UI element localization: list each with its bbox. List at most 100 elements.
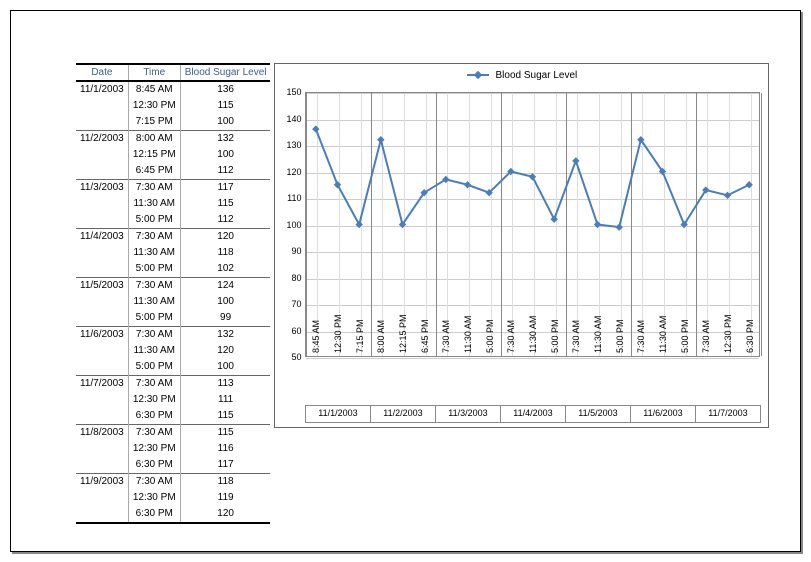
legend-label: Blood Sugar Level: [496, 70, 578, 81]
cell-time: 7:30 AM: [128, 474, 180, 491]
x-axis-date-tick: 11/7/2003: [708, 408, 747, 418]
cell-time: 11:30 AM: [128, 294, 180, 310]
y-axis-tick: 50: [291, 352, 305, 362]
cell-time: 12:15 PM: [128, 147, 180, 163]
cell-time: 5:00 PM: [128, 359, 180, 376]
table-row: 11/3/20037:30 AM117: [76, 180, 270, 197]
y-axis-tick: 90: [291, 246, 305, 256]
x-axis-time-tick: 11:30 AM: [658, 316, 668, 357]
y-axis-tick: 110: [287, 193, 305, 203]
x-axis-time-tick: 11:30 AM: [528, 316, 538, 357]
x-axis-date-tick: 11/2/2003: [383, 408, 422, 418]
cell-level: 132: [180, 327, 270, 344]
content-area: Date Time Blood Sugar Level 11/1/20038:4…: [76, 63, 769, 524]
cell-level: 102: [180, 261, 270, 278]
header-level: Blood Sugar Level: [180, 64, 270, 81]
cell-date: 11/2/2003: [76, 131, 128, 148]
y-axis-tick: 150: [286, 87, 305, 97]
cell-date: 11/5/2003: [76, 278, 128, 295]
cell-level: 136: [180, 81, 270, 98]
cell-level: 100: [180, 147, 270, 163]
table-row: 12:30 PM115: [76, 98, 270, 114]
blood-sugar-table: Date Time Blood Sugar Level 11/1/20038:4…: [76, 63, 270, 524]
x-axis-time-tick: 12:30 PM: [723, 314, 733, 357]
table-row: 11/4/20037:30 AM120: [76, 229, 270, 246]
x-axis-time-tick: 12:15 PM: [398, 314, 408, 357]
x-axis-time-tick: 11:30 AM: [463, 316, 473, 357]
x-axis-time-tick: 7:30 AM: [571, 320, 581, 357]
cell-time: 7:30 AM: [128, 180, 180, 197]
cell-time: 8:00 AM: [128, 131, 180, 148]
x-axis-time-tick: 12:30 PM: [333, 314, 343, 357]
cell-time: 7:15 PM: [128, 114, 180, 131]
table-row: 6:30 PM115: [76, 408, 270, 425]
y-axis-tick: 70: [291, 299, 305, 309]
cell-time: 6:45 PM: [128, 163, 180, 180]
table-row: 11:30 AM120: [76, 343, 270, 359]
cell-time: 5:00 PM: [128, 310, 180, 327]
x-axis-time-tick: 7:30 AM: [701, 320, 711, 357]
table-row: 11:30 AM118: [76, 245, 270, 261]
cell-level: 113: [180, 376, 270, 393]
cell-level: 99: [180, 310, 270, 327]
cell-date: [76, 294, 128, 310]
cell-level: 112: [180, 212, 270, 229]
table-row: 11/8/20037:30 AM115: [76, 425, 270, 442]
cell-time: 7:30 AM: [128, 327, 180, 344]
cell-date: [76, 343, 128, 359]
x-axis-date-tick: 11/4/2003: [513, 408, 552, 418]
cell-date: [76, 457, 128, 474]
table-row: 5:00 PM99: [76, 310, 270, 327]
x-axis-time-tick: 11:30 AM: [593, 316, 603, 357]
cell-time: 12:30 PM: [128, 98, 180, 114]
cell-date: [76, 163, 128, 180]
cell-time: 12:30 PM: [128, 441, 180, 457]
cell-level: 100: [180, 114, 270, 131]
cell-date: 11/8/2003: [76, 425, 128, 442]
x-axis-time-tick: 7:30 AM: [506, 320, 516, 357]
chart-data-marker: [573, 158, 579, 164]
cell-level: 115: [180, 196, 270, 212]
table-row: 7:15 PM100: [76, 114, 270, 131]
table-row: 12:30 PM119: [76, 490, 270, 506]
table-row: 11/7/20037:30 AM113: [76, 376, 270, 393]
x-axis-date-tick: 11/5/2003: [578, 408, 617, 418]
cell-date: [76, 114, 128, 131]
cell-level: 118: [180, 245, 270, 261]
x-axis-time-tick: 5:00 PM: [615, 319, 625, 357]
cell-level: 115: [180, 408, 270, 425]
cell-level: 116: [180, 441, 270, 457]
cell-date: [76, 147, 128, 163]
cell-level: 117: [180, 180, 270, 197]
cell-date: 11/9/2003: [76, 474, 128, 491]
table-row: 11:30 AM115: [76, 196, 270, 212]
table-row: 6:45 PM112: [76, 163, 270, 180]
x-axis-time-tick: 6:45 PM: [420, 319, 430, 357]
cell-time: 12:30 PM: [128, 490, 180, 506]
chart-data-marker: [313, 126, 319, 132]
table-row: 11/1/20038:45 AM136: [76, 81, 270, 98]
cell-time: 7:30 AM: [128, 229, 180, 246]
cell-level: 120: [180, 229, 270, 246]
cell-time: 11:30 AM: [128, 196, 180, 212]
table-row: 11:30 AM100: [76, 294, 270, 310]
table-row: 11/2/20038:00 AM132: [76, 131, 270, 148]
blood-sugar-chart: Blood Sugar Level 5060708090100110120130…: [274, 63, 769, 428]
y-axis-tick: 120: [286, 167, 305, 177]
cell-date: [76, 310, 128, 327]
cell-level: 120: [180, 506, 270, 523]
cell-level: 118: [180, 474, 270, 491]
cell-date: [76, 441, 128, 457]
x-axis-time-tick: 5:00 PM: [680, 319, 690, 357]
table-row: 12:30 PM111: [76, 392, 270, 408]
table-row: 11/9/20037:30 AM118: [76, 474, 270, 491]
x-axis-time-tick: 8:45 AM: [311, 320, 321, 357]
cell-time: 7:30 AM: [128, 425, 180, 442]
cell-level: 132: [180, 131, 270, 148]
cell-date: 11/7/2003: [76, 376, 128, 393]
cell-time: 7:30 AM: [128, 376, 180, 393]
y-axis-tick: 80: [291, 273, 305, 283]
x-axis-date-tier: 11/1/200311/2/200311/3/200311/4/200311/5…: [305, 405, 760, 423]
x-axis-time-tick: 7:15 PM: [355, 319, 365, 357]
table-row: 5:00 PM100: [76, 359, 270, 376]
